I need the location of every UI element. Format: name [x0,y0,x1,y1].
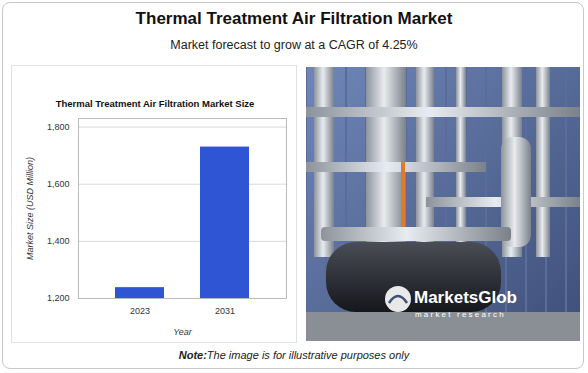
html-text:Note: The image is for illustr: Note: The image is for illustrative purp… [178,349,410,361]
html-text:Market forecast to grow at a C: Market forecast to grow at a CAGR of 4.2… [170,38,418,52]
svg-text:Year: Year [173,327,193,337]
svg-text:2031: 2031 [215,306,235,316]
svg-text:1,800: 1,800 [47,122,70,132]
svg-text:MarketsGlob: MarketsGlob [414,288,517,307]
html-text:Thermal Treatment Air Filtrati: Thermal Treatment Air Filtration Market [135,9,453,28]
svg-text:market research: market research [415,310,506,319]
svg-text:1,400: 1,400 [47,236,70,246]
svg-text:1,600: 1,600 [47,179,70,189]
svg-text:1,200: 1,200 [47,293,70,303]
svg-text:Market Size (USD Million): Market Size (USD Million) [25,157,35,260]
html-text:Thermal Treatment Air Filtrati: Thermal Treatment Air Filtration Market … [55,98,255,109]
svg-text:2023: 2023 [130,306,150,316]
